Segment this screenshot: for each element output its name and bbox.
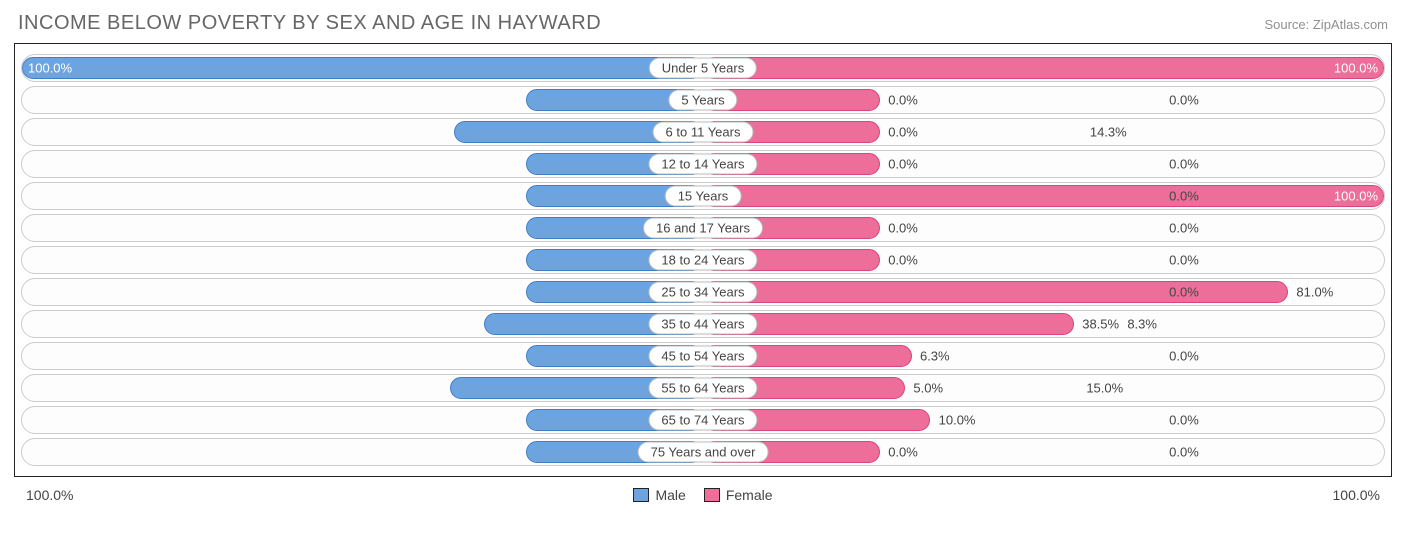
legend-swatch-male [633,488,649,502]
row-label: 45 to 54 Years [648,346,757,367]
chart-header: INCOME BELOW POVERTY BY SEX AND AGE IN H… [0,0,1406,43]
value-female: 0.0% [888,125,918,140]
value-male: 8.3% [1127,317,1157,332]
row-label: 15 Years [665,186,742,207]
bar-female [703,57,1384,79]
value-male: 0.0% [1169,189,1199,204]
axis-label-left: 100.0% [26,487,73,503]
value-male: 0.0% [1169,349,1199,364]
row-label: 12 to 14 Years [648,154,757,175]
chart-area: Under 5 Years 100.0% 100.0% 5 Years 0.0% 0.0%… [14,43,1392,477]
legend-swatch-female [704,488,720,502]
value-male: 0.0% [1169,445,1199,460]
value-female: 100.0% [1334,61,1378,76]
value-male: 0.0% [1169,253,1199,268]
chart-row: 16 and 17 Years 0.0% 0.0% [21,214,1385,242]
chart-row: 5 Years 0.0% 0.0% [21,86,1385,114]
chart-row: 25 to 34 Years 0.0% 81.0% [21,278,1385,306]
row-label: 6 to 11 Years [653,122,754,143]
value-female: 0.0% [888,93,918,108]
chart-source: Source: ZipAtlas.com [1264,17,1388,32]
bar-female [703,185,1384,207]
axis-label-right: 100.0% [1333,487,1380,503]
chart-row: 6 to 11 Years 14.3% 0.0% [21,118,1385,146]
chart-title: INCOME BELOW POVERTY BY SEX AND AGE IN H… [18,12,601,35]
chart-row: 15 Years 0.0% 100.0% [21,182,1385,210]
bar-male [22,57,703,79]
chart-row: 45 to 54 Years 0.0% 6.3% [21,342,1385,370]
value-male: 100.0% [28,61,72,76]
value-female: 100.0% [1334,189,1378,204]
row-label: 75 Years and over [638,442,769,463]
legend-label-female: Female [726,487,773,503]
row-label: 35 to 44 Years [648,314,757,335]
chart-row: 18 to 24 Years 0.0% 0.0% [21,246,1385,274]
row-label: 65 to 74 Years [648,410,757,431]
value-male: 0.0% [1169,157,1199,172]
bar-female [703,313,1074,335]
value-male: 0.0% [1169,413,1199,428]
value-female: 81.0% [1296,285,1333,300]
row-label: 25 to 34 Years [648,282,757,303]
row-label: 16 and 17 Years [643,218,763,239]
legend-female: Female [704,487,773,503]
row-label: 55 to 64 Years [648,378,757,399]
value-female: 6.3% [920,349,950,364]
value-male: 0.0% [1169,285,1199,300]
legend: Male Female [633,487,772,503]
legend-male: Male [633,487,685,503]
chart-row: 35 to 44 Years 8.3% 38.5% [21,310,1385,338]
row-label: 5 Years [668,90,737,111]
legend-label-male: Male [655,487,685,503]
value-female: 38.5% [1082,317,1119,332]
chart-row: Under 5 Years 100.0% 100.0% [21,54,1385,82]
chart-row: 75 Years and over 0.0% 0.0% [21,438,1385,466]
row-label: Under 5 Years [649,58,757,79]
value-female: 0.0% [888,253,918,268]
value-male: 14.3% [1090,125,1127,140]
value-female: 0.0% [888,445,918,460]
row-label: 18 to 24 Years [648,250,757,271]
chart-footer: 100.0% Male Female 100.0% [0,483,1406,513]
bar-female [703,281,1288,303]
value-female: 5.0% [913,381,943,396]
value-male: 0.0% [1169,93,1199,108]
value-female: 0.0% [888,221,918,236]
value-female: 0.0% [888,157,918,172]
value-male: 0.0% [1169,221,1199,236]
value-male: 15.0% [1086,381,1123,396]
chart-row: 55 to 64 Years 15.0% 5.0% [21,374,1385,402]
chart-row: 65 to 74 Years 0.0% 10.0% [21,406,1385,434]
value-female: 10.0% [939,413,976,428]
chart-row: 12 to 14 Years 0.0% 0.0% [21,150,1385,178]
